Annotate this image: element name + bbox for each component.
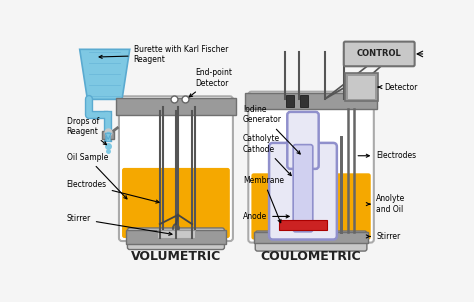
FancyBboxPatch shape (287, 112, 319, 169)
Text: Oil Sample: Oil Sample (66, 153, 127, 199)
Bar (286, 95, 293, 107)
Text: CONTROL: CONTROL (357, 50, 401, 59)
Text: Stirrer: Stirrer (66, 214, 172, 235)
FancyBboxPatch shape (251, 173, 371, 239)
FancyBboxPatch shape (248, 92, 374, 243)
Polygon shape (105, 133, 111, 140)
FancyBboxPatch shape (344, 42, 415, 66)
FancyBboxPatch shape (122, 168, 230, 238)
Text: VOLUMETRIC: VOLUMETRIC (131, 250, 221, 263)
Bar (347, 76, 375, 99)
FancyBboxPatch shape (255, 231, 367, 251)
Text: Electrodes: Electrodes (358, 151, 416, 160)
Text: Drops of
Reagent: Drops of Reagent (66, 117, 107, 145)
Text: Burette with Karl Fischer
Reagent: Burette with Karl Fischer Reagent (99, 45, 228, 64)
Text: Membrane: Membrane (243, 176, 284, 223)
Text: Anode: Anode (243, 212, 289, 221)
Bar (346, 73, 378, 101)
FancyBboxPatch shape (128, 228, 225, 249)
Bar (126, 230, 226, 244)
Text: Iodine
Generator: Iodine Generator (243, 105, 300, 154)
Text: Stirrer: Stirrer (366, 232, 401, 241)
Bar (102, 131, 114, 139)
FancyBboxPatch shape (269, 143, 337, 239)
Text: COULOMETRIC: COULOMETRIC (261, 250, 361, 263)
Bar (157, 230, 195, 238)
Text: End-point
Detector: End-point Detector (189, 68, 232, 97)
Bar (279, 220, 327, 230)
Bar (245, 93, 377, 109)
Bar (254, 232, 368, 243)
Bar (116, 98, 236, 115)
Text: Catholyte
Cathode: Catholyte Cathode (243, 134, 291, 175)
Bar (301, 95, 308, 107)
Text: Detector: Detector (378, 82, 417, 92)
Bar (292, 232, 330, 239)
FancyBboxPatch shape (119, 96, 233, 241)
Polygon shape (80, 49, 130, 99)
Text: Electrodes: Electrodes (66, 180, 159, 203)
Text: Anolyte
and Oil: Anolyte and Oil (366, 194, 405, 214)
FancyBboxPatch shape (293, 145, 313, 232)
